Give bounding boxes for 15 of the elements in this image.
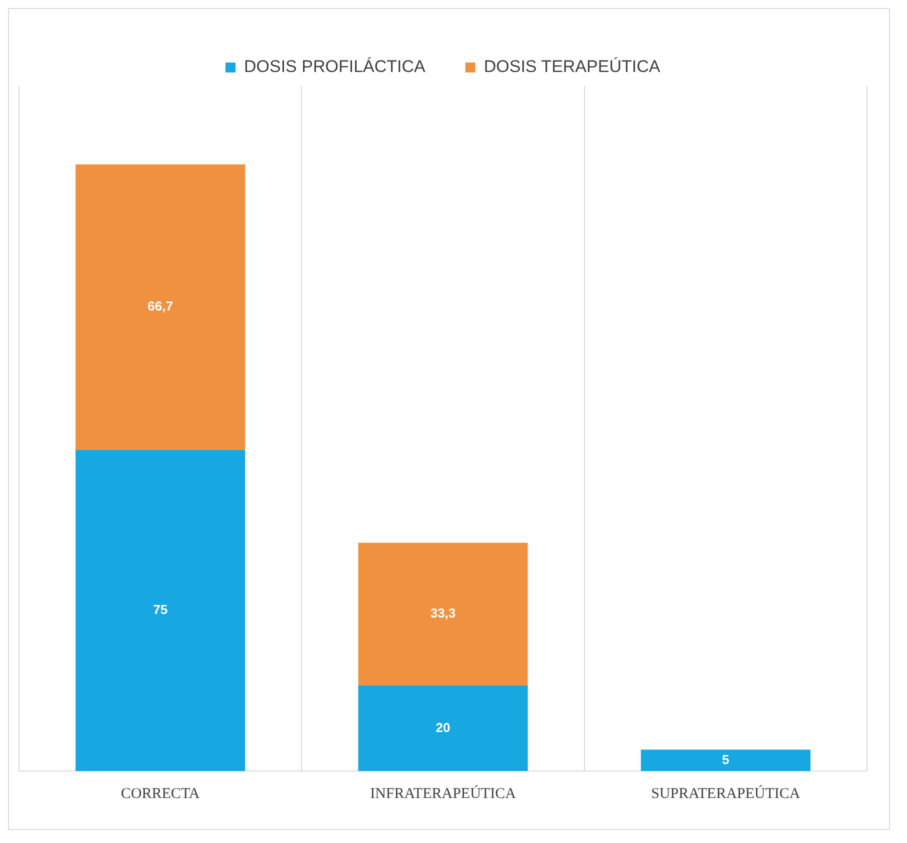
x-tick-label: SUPRATERAPEÚTICA	[651, 784, 800, 802]
data-label: 66,7	[148, 298, 173, 314]
bar	[640, 750, 810, 771]
data-label: 75	[153, 602, 168, 618]
data-label: 5	[722, 752, 730, 767]
bar	[76, 164, 246, 450]
bar	[358, 685, 528, 771]
bar	[76, 450, 246, 771]
legend-label: DOSIS PROFILÁCTICA	[244, 57, 426, 76]
data-label: 33,3	[430, 606, 456, 621]
data-label: 20	[436, 720, 450, 735]
legend-label: DOSIS TERAPEÚTICA	[484, 57, 661, 76]
x-tick-label: INFRATERAPEÚTICA	[370, 784, 516, 802]
x-tick-label: CORRECTA	[120, 786, 200, 802]
bar	[358, 542, 528, 686]
